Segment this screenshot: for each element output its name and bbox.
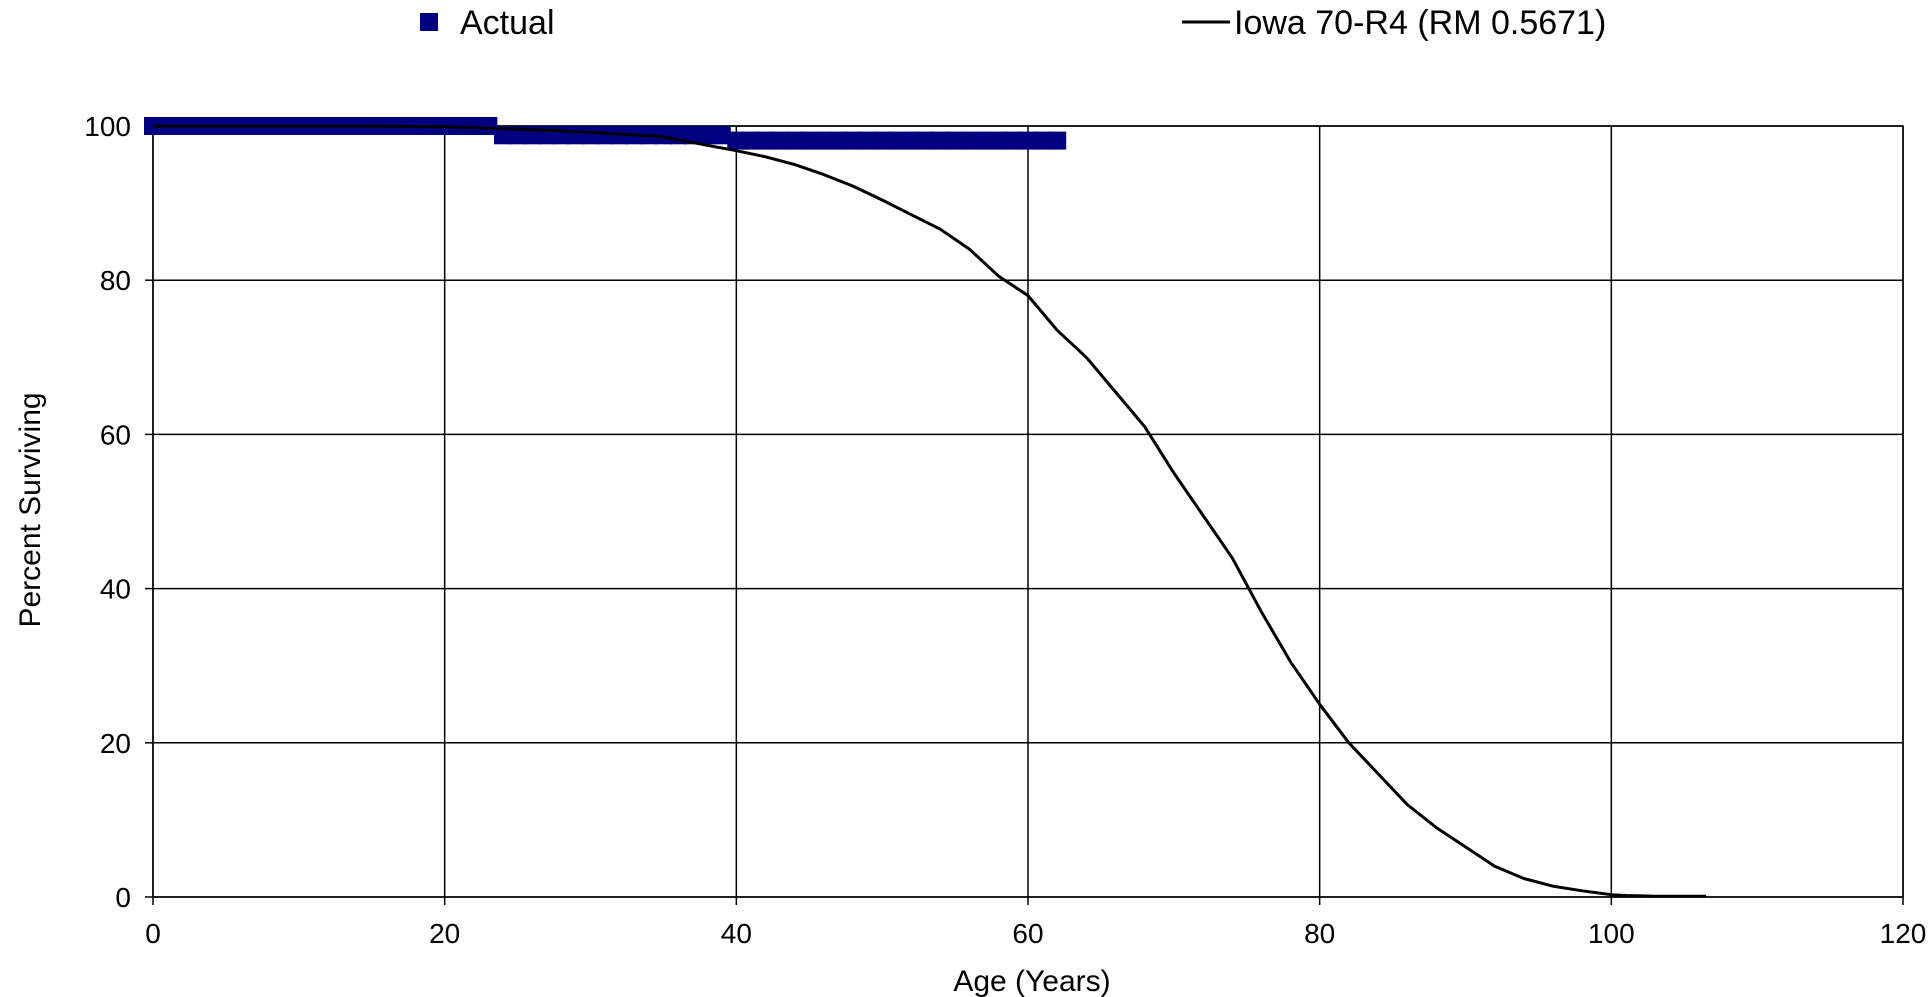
actual-point <box>508 126 527 145</box>
actual-point <box>727 131 746 150</box>
x-tick-label: 60 <box>1012 918 1043 949</box>
actual-point <box>829 131 848 150</box>
legend: Actual Iowa 70-R4 (RM 0.5671) <box>420 4 1606 42</box>
x-axis-ticks: 0 20 40 60 80 100 120 <box>145 897 1926 949</box>
legend-swatch-actual <box>420 13 438 31</box>
actual-point <box>1004 131 1023 150</box>
actual-point <box>814 131 833 150</box>
actual-point <box>683 126 702 145</box>
x-tick-label: 40 <box>721 918 752 949</box>
actual-point <box>902 131 921 150</box>
actual-point <box>771 131 790 150</box>
actual-point <box>741 131 760 150</box>
y-tick-label: 40 <box>100 574 131 605</box>
actual-point <box>756 131 775 150</box>
y-tick-label: 0 <box>115 882 131 913</box>
series-iowa <box>153 124 1707 898</box>
actual-point <box>1019 131 1037 150</box>
actual-point <box>975 131 994 150</box>
actual-point <box>960 131 979 150</box>
y-axis-ticks: 0 20 40 60 80 100 <box>84 111 153 913</box>
y-tick-label: 80 <box>100 265 131 296</box>
actual-point <box>1048 131 1067 150</box>
actual-point <box>698 126 717 145</box>
actual-point <box>858 131 877 150</box>
x-tick-label: 120 <box>1880 918 1927 949</box>
x-axis-title: Age (Years) <box>953 965 1110 997</box>
x-tick-label: 100 <box>1588 918 1635 949</box>
actual-point <box>712 126 731 145</box>
actual-point <box>989 131 1008 150</box>
actual-point <box>873 131 892 150</box>
y-tick-label: 100 <box>84 111 131 142</box>
x-tick-label: 0 <box>145 918 161 949</box>
legend-label-iowa: Iowa 70-R4 (RM 0.5671) <box>1234 4 1606 42</box>
actual-point <box>494 126 512 145</box>
actual-point <box>844 131 862 150</box>
actual-point <box>596 126 615 145</box>
actual-point <box>931 131 950 150</box>
actual-point <box>916 131 935 150</box>
y-tick-label: 20 <box>100 728 131 759</box>
x-tick-label: 20 <box>429 918 460 949</box>
iowa-curve-line <box>153 124 1707 898</box>
actual-point <box>479 117 498 135</box>
actual-point <box>946 131 965 150</box>
actual-point <box>887 131 906 150</box>
y-axis-title: Percent Surviving <box>14 392 47 627</box>
actual-point <box>785 131 804 150</box>
legend-label-actual: Actual <box>460 4 555 42</box>
x-tick-label: 80 <box>1304 918 1335 949</box>
actual-point <box>1033 131 1052 150</box>
actual-point <box>464 117 483 135</box>
actual-point <box>800 131 819 150</box>
gridlines <box>152 125 1904 898</box>
y-tick-label: 60 <box>100 419 131 450</box>
